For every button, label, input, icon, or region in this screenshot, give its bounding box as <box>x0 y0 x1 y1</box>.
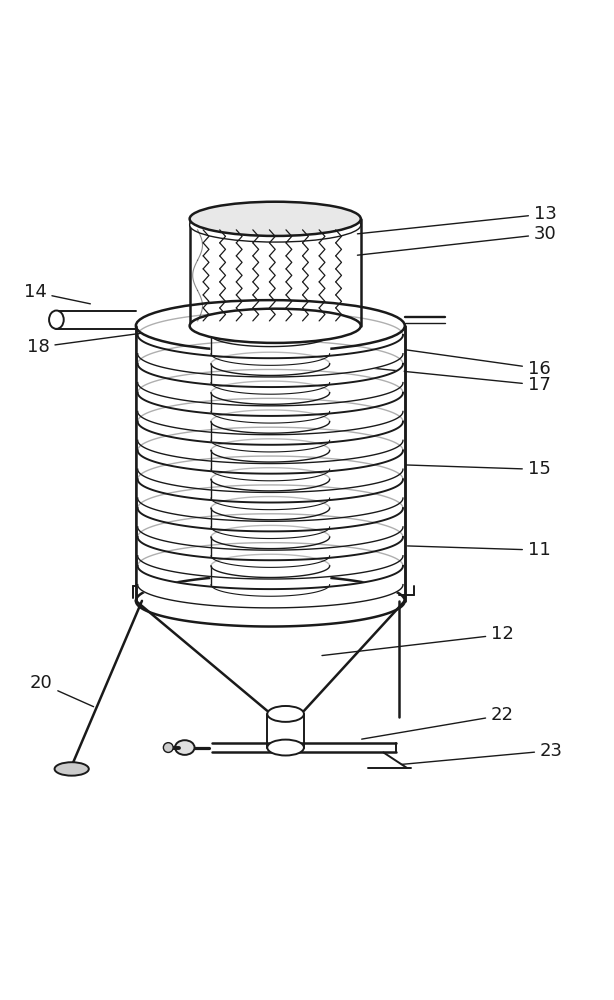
Ellipse shape <box>136 300 405 351</box>
Polygon shape <box>211 335 330 365</box>
Polygon shape <box>211 450 330 481</box>
Ellipse shape <box>55 762 89 776</box>
Polygon shape <box>211 508 330 539</box>
Polygon shape <box>138 537 403 579</box>
Polygon shape <box>138 335 403 377</box>
Polygon shape <box>138 566 403 608</box>
Ellipse shape <box>49 311 64 329</box>
Text: 15: 15 <box>406 460 551 478</box>
Polygon shape <box>211 364 330 394</box>
Text: 18: 18 <box>26 332 149 356</box>
Text: 16: 16 <box>406 350 551 378</box>
Ellipse shape <box>163 743 173 752</box>
Text: 12: 12 <box>322 625 514 656</box>
Text: 22: 22 <box>362 706 514 739</box>
Polygon shape <box>138 508 403 550</box>
Polygon shape <box>211 537 330 567</box>
Polygon shape <box>138 422 403 464</box>
Polygon shape <box>211 422 330 452</box>
Text: 14: 14 <box>23 283 90 304</box>
Text: 30: 30 <box>357 225 557 255</box>
Ellipse shape <box>212 583 328 607</box>
Ellipse shape <box>267 706 304 722</box>
Polygon shape <box>138 479 403 521</box>
Ellipse shape <box>267 740 304 755</box>
Polygon shape <box>138 364 403 406</box>
Ellipse shape <box>190 202 361 236</box>
Ellipse shape <box>190 309 361 343</box>
Text: 13: 13 <box>357 205 557 234</box>
Ellipse shape <box>190 208 361 242</box>
Polygon shape <box>211 479 330 510</box>
Text: 23: 23 <box>402 742 563 764</box>
Ellipse shape <box>175 740 195 755</box>
Text: 17: 17 <box>332 364 551 394</box>
Polygon shape <box>211 393 330 423</box>
Polygon shape <box>138 393 403 435</box>
Text: 20: 20 <box>29 674 93 707</box>
Text: 11: 11 <box>408 541 551 559</box>
Polygon shape <box>138 450 403 492</box>
Polygon shape <box>211 566 330 596</box>
